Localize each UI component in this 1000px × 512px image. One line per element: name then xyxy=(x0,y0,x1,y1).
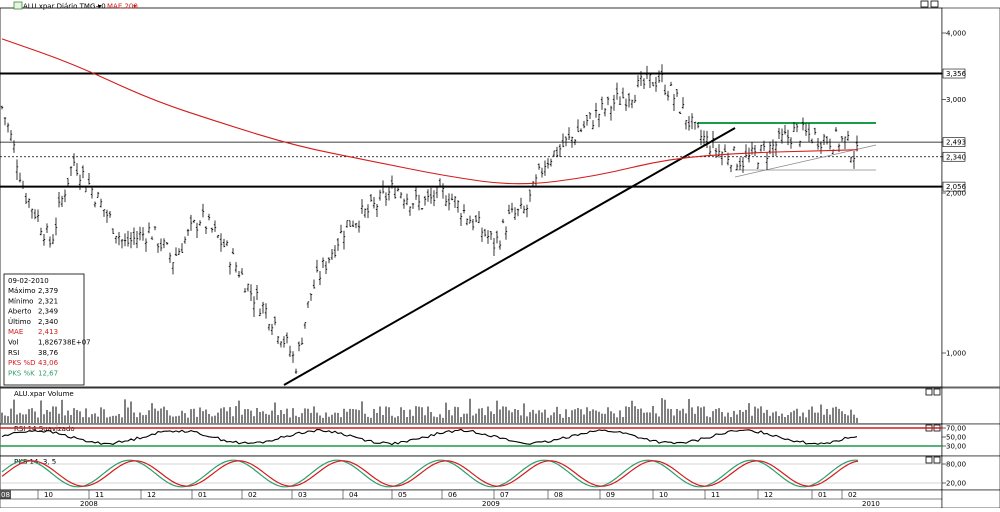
month-label: 11 xyxy=(95,491,104,499)
stoch-d-line xyxy=(1,460,859,487)
close-button[interactable] xyxy=(930,0,939,8)
rsi-axis xyxy=(941,423,1000,457)
rsi-title: RSI 14 Suavizado xyxy=(14,425,75,433)
volume-axis xyxy=(941,387,1000,425)
volume-title: ALU.xpar Volume xyxy=(14,390,74,398)
info-value: 12,67 xyxy=(38,369,58,377)
stoch-layer: 80,00 20,00 xyxy=(0,459,966,488)
rsi-panel[interactable] xyxy=(0,423,943,457)
rsi-line xyxy=(1,428,858,446)
price-tick-label: 3,000 xyxy=(946,96,966,104)
price-tick-label: 3,356 xyxy=(946,70,967,78)
indicator-label[interactable]: MAE 200 xyxy=(107,3,138,11)
time-axis-corner xyxy=(941,489,1000,509)
info-value: 2,340 xyxy=(38,318,58,326)
price-tick-label: 4,000 xyxy=(946,30,966,38)
stoch-axis xyxy=(941,455,1000,491)
ma-line xyxy=(1,38,859,185)
month-label: 07 xyxy=(500,491,509,499)
year-label: 2008 xyxy=(80,500,98,508)
month-label: 01 xyxy=(818,491,827,499)
minimize-button[interactable] xyxy=(920,0,929,8)
info-value: 38,76 xyxy=(38,349,59,357)
info-label: Aberto xyxy=(8,308,31,316)
month-marker xyxy=(0,490,11,499)
month-label: 10 xyxy=(44,491,53,499)
info-value: 2,349 xyxy=(38,308,58,316)
year-label: 2010 xyxy=(862,500,880,508)
minimize-button[interactable] xyxy=(925,388,933,396)
month-label: 12 xyxy=(764,491,773,499)
info-value: 2,413 xyxy=(38,328,58,336)
info-label: RSI xyxy=(8,349,19,357)
rsi-tick-label: 70,00 xyxy=(946,425,966,433)
info-label: Vol xyxy=(8,339,19,347)
price-tag xyxy=(942,137,966,147)
price-panel[interactable] xyxy=(0,7,943,388)
info-label: Último xyxy=(8,317,31,326)
info-label: Mínimo xyxy=(8,297,33,305)
month-label: 02 xyxy=(248,491,257,499)
rsi-tick-label: 50,00 xyxy=(946,434,966,442)
info-label: PKS %D xyxy=(8,359,36,367)
price-tick-label: 2,000 xyxy=(946,190,966,198)
price-tag xyxy=(942,68,966,79)
price-tick-label: 2,056 xyxy=(946,183,967,191)
uptrend-line xyxy=(283,127,736,386)
year-label: 2009 xyxy=(482,500,500,508)
price-layer xyxy=(0,38,942,386)
info-box: 09-02-2010 Máximo 2,379 Mínimo 2,321 Aberto 2… xyxy=(3,273,91,386)
month-label: 01 xyxy=(198,491,207,499)
month-label: 12 xyxy=(147,491,156,499)
stoch-k-line xyxy=(1,459,859,488)
price-axis[interactable] xyxy=(941,7,1000,388)
month-label: 02 xyxy=(848,491,857,499)
month-label: 08 xyxy=(554,491,563,499)
volume-panel[interactable] xyxy=(0,387,943,425)
chevron-down-icon[interactable]: ▾ xyxy=(98,3,102,11)
info-label: MAE xyxy=(8,328,23,336)
info-date: 09-02-2010 xyxy=(8,277,49,285)
price-tag xyxy=(942,151,966,162)
month-label: 04 xyxy=(349,491,358,499)
month-label: 09 xyxy=(606,491,615,499)
chart-type-icon[interactable] xyxy=(13,1,23,10)
stoch-tick-label: 80,00 xyxy=(946,461,966,469)
month-label: 05 xyxy=(398,491,407,499)
info-box-frame xyxy=(3,273,85,386)
price-tag xyxy=(942,181,966,192)
minimize-button[interactable] xyxy=(925,456,933,464)
info-label: Máximo xyxy=(8,287,36,295)
info-value: 1,826738E+07 xyxy=(38,339,91,347)
info-value: 2,379 xyxy=(38,287,58,295)
month-label: 03 xyxy=(298,491,307,499)
info-value: 2,321 xyxy=(38,297,58,305)
close-button[interactable] xyxy=(933,456,941,464)
close-button[interactable] xyxy=(933,388,941,396)
stoch-tick-label: 20,00 xyxy=(946,480,966,488)
price-tick-label: 2,340 xyxy=(946,153,966,161)
chevron-down-icon[interactable]: ▾ xyxy=(133,3,137,11)
month-label: 11 xyxy=(711,491,720,499)
symbol-label[interactable]: ALU.xpar Diário TMG+0 xyxy=(23,3,106,11)
time-axis-labels: 08 10 11 12 01 02 03 04 05 06 07 08 09 10 11 12 01 02 2008… xyxy=(0,490,942,508)
price-tick-label: 2,493 xyxy=(946,139,966,147)
volume-layer xyxy=(1,398,858,423)
rsi-tick-label: 30,00 xyxy=(946,443,966,451)
info-label: PKS %K xyxy=(8,369,35,377)
month-label: 10 xyxy=(659,491,668,499)
price-tick-label: 1,000 xyxy=(946,350,966,358)
month-label: 08 xyxy=(1,491,10,499)
info-value: 43,06 xyxy=(38,359,59,367)
month-label: 06 xyxy=(448,491,457,499)
